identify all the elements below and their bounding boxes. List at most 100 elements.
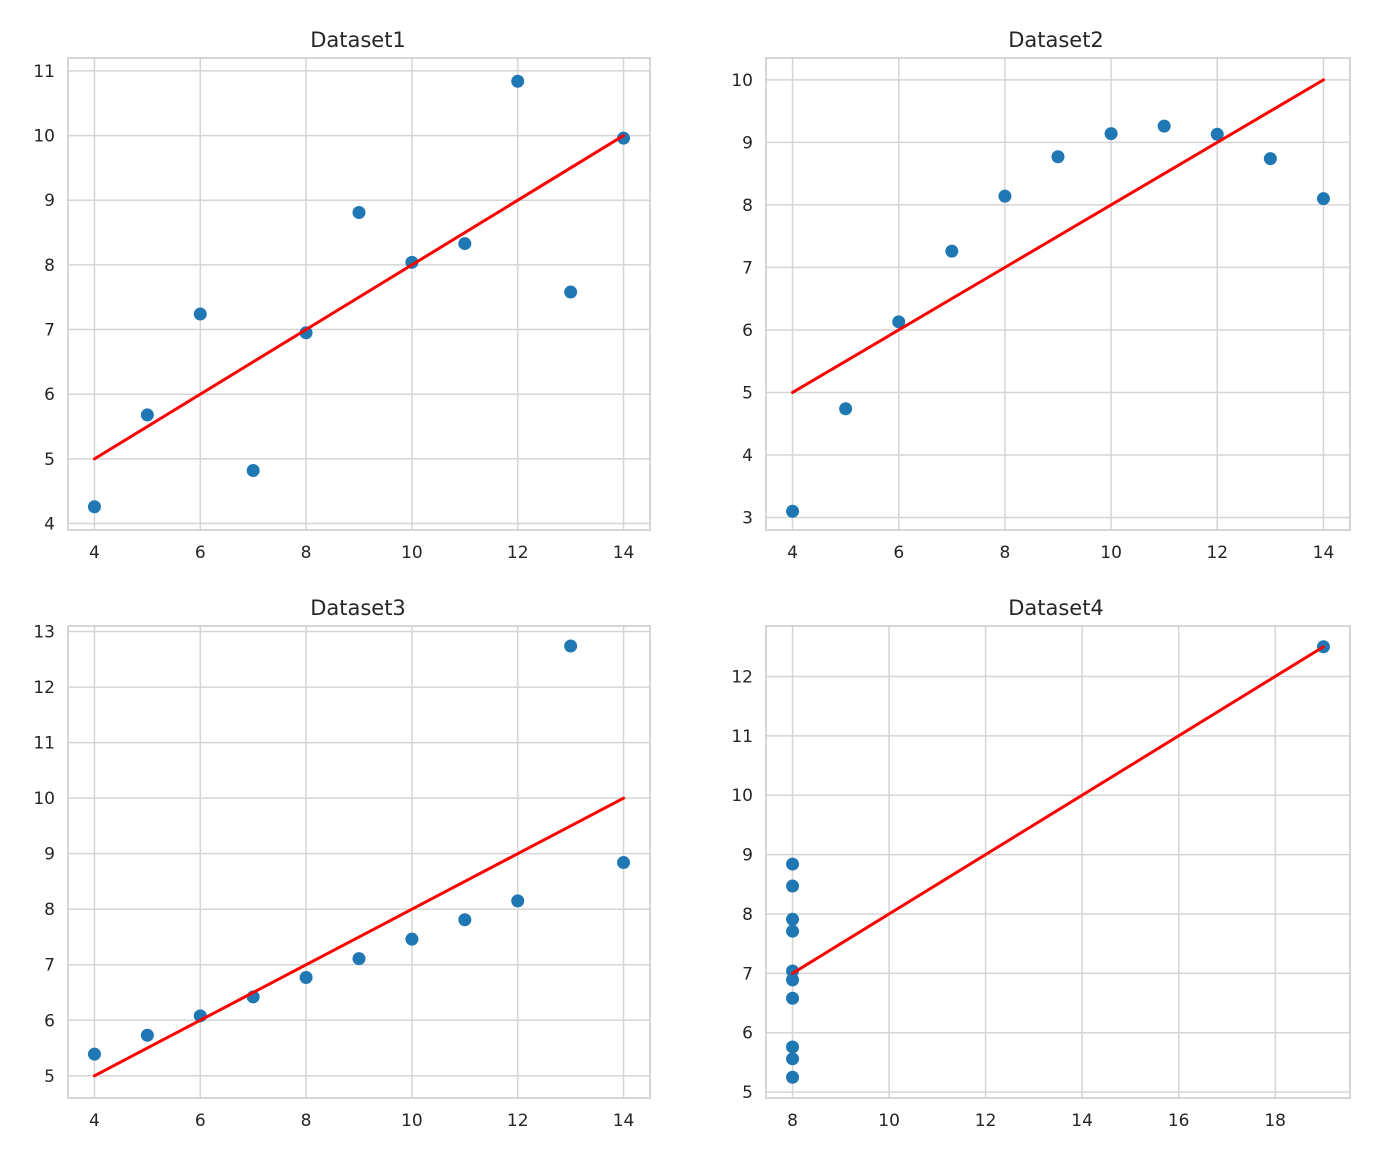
axes-background: [68, 626, 650, 1098]
data-point: [1263, 152, 1277, 166]
axes-frame: [765, 625, 1351, 1099]
y-tick-label: 8: [44, 256, 55, 276]
data-point: [1051, 150, 1065, 164]
y-tick-label: 6: [44, 1011, 55, 1031]
x-tick-label: 8: [301, 543, 312, 563]
y-tick-label: 9: [44, 845, 55, 865]
data-point: [458, 913, 472, 927]
data-point: [1210, 127, 1224, 141]
x-tick-label: 4: [89, 1111, 100, 1131]
data-point: [1316, 192, 1330, 206]
y-tick-label: 10: [33, 789, 55, 809]
y-tick-label: 9: [742, 846, 753, 866]
data-point: [87, 500, 101, 514]
x-tick-label: 12: [507, 543, 529, 563]
y-tick-label: 5: [742, 1083, 753, 1103]
data-point: [945, 244, 959, 258]
data-point: [786, 973, 800, 987]
y-tick-label: 4: [44, 515, 55, 535]
data-point: [511, 74, 525, 88]
data-point: [892, 315, 906, 329]
y-tick-label: 11: [33, 62, 55, 82]
y-tick-label: 7: [742, 258, 753, 278]
data-point: [299, 971, 313, 985]
x-tick-label: 6: [195, 1111, 206, 1131]
panel-title: Dataset1: [310, 28, 406, 52]
data-point: [564, 285, 578, 299]
x-tick-label: 12: [975, 1111, 997, 1131]
x-tick-label: 6: [195, 543, 206, 563]
x-tick-label: 12: [1206, 543, 1228, 563]
y-tick-label: 7: [44, 321, 55, 341]
data-point: [352, 206, 366, 220]
axes-frame: [765, 57, 1351, 531]
data-point: [786, 1052, 800, 1066]
y-tick-label: 9: [44, 191, 55, 211]
data-point: [786, 1070, 800, 1084]
y-tick-label: 10: [731, 786, 753, 806]
data-point: [617, 856, 631, 870]
axes-background: [766, 58, 1350, 530]
panel-title: Dataset3: [310, 596, 406, 620]
data-point: [87, 1047, 101, 1061]
x-tick-label: 14: [1313, 543, 1335, 563]
plot-area: 4 6 8 10 12 14 4 5 6 7 8 9 10 11: [33, 57, 651, 563]
panel-dataset2: Dataset2 4 6 8 10 12 14 3 4 5 6 7 8 9 10: [731, 28, 1351, 563]
data-point: [458, 237, 472, 251]
panel-dataset4: Dataset4 8 10 12 14 16 18 5 6 7 8 9 10 11 12: [731, 596, 1351, 1131]
data-point: [786, 879, 800, 893]
x-tick-label: 4: [787, 543, 798, 563]
y-tick-label: 6: [44, 385, 55, 405]
data-point: [299, 326, 313, 340]
y-tick-label: 5: [44, 450, 55, 470]
x-tick-label: 14: [613, 543, 635, 563]
data-point: [786, 857, 800, 871]
panel-dataset1: Dataset1 4 6 8 10 12 14 4 5 6 7 8 9 10 11: [33, 28, 651, 563]
y-tick-label: 13: [33, 623, 55, 643]
data-point: [140, 1028, 154, 1042]
x-tick-label: 6: [893, 543, 904, 563]
data-point: [246, 464, 260, 478]
data-point: [786, 912, 800, 926]
y-tick-label: 8: [742, 196, 753, 216]
y-tick-label: 6: [742, 321, 753, 341]
panel-title: Dataset4: [1008, 596, 1104, 620]
y-tick-label: 12: [731, 667, 753, 687]
x-tick-label: 10: [401, 1111, 423, 1131]
data-point: [786, 1040, 800, 1054]
y-tick-label: 7: [44, 956, 55, 976]
x-tick-label: 14: [1071, 1111, 1093, 1131]
data-point: [786, 991, 800, 1005]
data-point: [786, 964, 800, 978]
y-tick-label: 10: [33, 127, 55, 147]
data-point: [511, 894, 525, 908]
data-point: [405, 932, 419, 946]
x-tick-label: 10: [1100, 543, 1122, 563]
axes-background: [68, 58, 650, 530]
x-tick-label: 4: [89, 543, 100, 563]
regression-line: [92, 134, 626, 461]
plot-area: 4 6 8 10 12 14 3 4 5 6 7 8 9 10: [731, 57, 1351, 563]
x-tick-label: 12: [507, 1111, 529, 1131]
y-tick-label: 10: [731, 71, 753, 91]
data-point: [839, 402, 853, 416]
regression-line: [791, 645, 1325, 975]
regression-line: [791, 78, 1325, 394]
data-point: [786, 504, 800, 518]
axes-frame: [67, 625, 651, 1099]
x-tick-label: 8: [301, 1111, 312, 1131]
x-tick-label: 8: [999, 543, 1010, 563]
y-tick-label: 8: [742, 905, 753, 925]
data-point: [786, 924, 800, 938]
y-tick-label: 9: [742, 133, 753, 153]
y-tick-label: 6: [742, 1024, 753, 1044]
data-point: [1104, 127, 1118, 141]
plot-area: 8 10 12 14 16 18 5 6 7 8 9 10 11 12: [731, 625, 1351, 1131]
data-point: [140, 408, 154, 422]
data-point: [617, 131, 631, 145]
data-point: [352, 952, 366, 966]
y-tick-label: 5: [44, 1067, 55, 1087]
y-tick-label: 8: [44, 900, 55, 920]
y-tick-label: 3: [742, 508, 753, 528]
